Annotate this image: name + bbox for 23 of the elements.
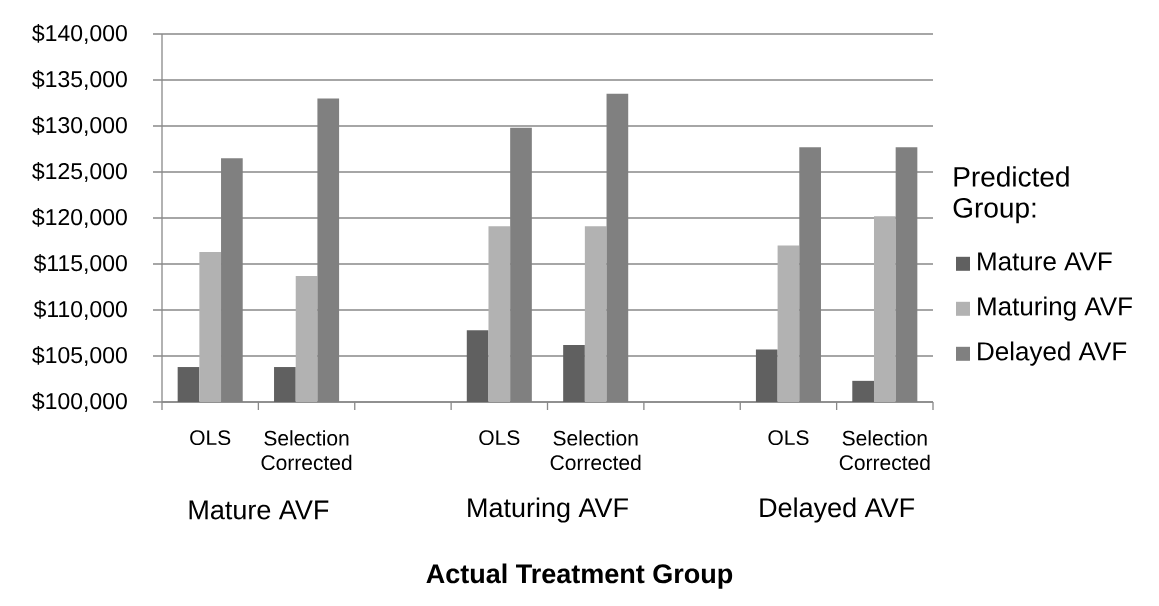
y-tick-label: $120,000 — [32, 208, 127, 228]
x-tick-label: Selection Corrected — [261, 430, 352, 471]
y-tick-label: $130,000 — [32, 116, 127, 136]
x-tick-label: OLS — [190, 430, 231, 446]
y-tick-label: $110,000 — [33, 300, 127, 320]
y-tick-label: $105,000 — [32, 346, 127, 366]
legend-title: Predicted Group: — [953, 166, 1069, 224]
y-tick-label: $125,000 — [32, 162, 127, 182]
y-tick-label: $115,000 — [33, 254, 127, 274]
x-tick-label: Selection Corrected — [839, 430, 930, 471]
text: Maturing AVF — [468, 497, 628, 523]
y-tick-label: $100,000 — [32, 392, 127, 412]
x-axis-title: Actual Treatment Group — [426, 563, 733, 589]
x-tick-label: Selection Corrected — [550, 430, 641, 471]
x-tick-label: OLS — [479, 430, 520, 446]
text: Mature AVF — [189, 500, 329, 520]
legend-label: Delayed AVF — [978, 341, 1127, 366]
legend-label: Maturing AVF — [978, 296, 1132, 321]
x-tick-label: OLS — [768, 430, 809, 446]
legend-label: Mature AVF — [978, 252, 1112, 271]
text: Delayed AVF — [760, 497, 915, 523]
y-tick-label: $140,000 — [32, 24, 127, 44]
y-tick-label: $135,000 — [32, 70, 127, 90]
